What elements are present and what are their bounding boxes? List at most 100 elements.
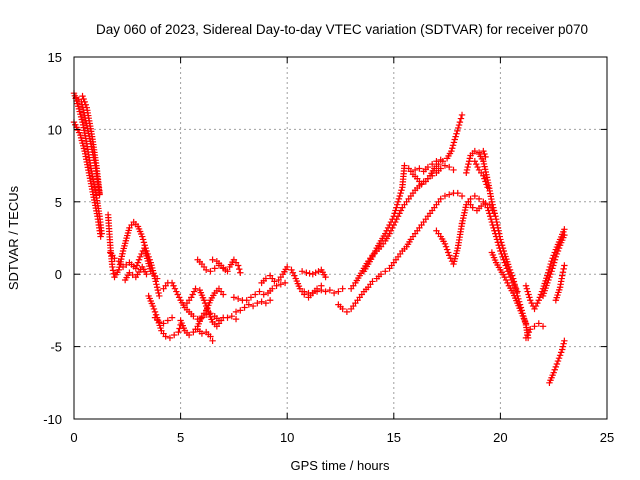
data-point-marker bbox=[289, 269, 297, 276]
data-point-marker bbox=[252, 291, 259, 298]
data-point-marker bbox=[536, 294, 544, 301]
data-point-marker bbox=[160, 320, 167, 327]
data-point-marker bbox=[81, 98, 88, 106]
data-point-marker bbox=[416, 165, 423, 172]
data-point-marker bbox=[446, 191, 453, 198]
data-point-marker bbox=[254, 299, 261, 307]
data-point-marker bbox=[236, 265, 243, 273]
data-point-marker bbox=[535, 320, 542, 327]
data-point-marker bbox=[560, 340, 567, 347]
data-point-marker bbox=[387, 218, 395, 226]
data-point-marker bbox=[162, 333, 169, 340]
data-point-marker bbox=[390, 213, 397, 220]
data-point-marker bbox=[224, 314, 231, 321]
data-point-marker bbox=[547, 271, 554, 278]
data-point-marker bbox=[552, 363, 560, 371]
data-point-marker bbox=[446, 163, 453, 171]
data-point-marker bbox=[411, 166, 419, 174]
data-point-marker bbox=[82, 101, 89, 108]
data-point-marker bbox=[553, 360, 561, 368]
data-point-marker bbox=[396, 192, 403, 200]
data-point-marker bbox=[550, 262, 557, 269]
y-tick-labels: -10 -5 0 5 10 15 bbox=[43, 50, 62, 427]
y-axis-label: SDTVAR / TECUs bbox=[6, 185, 21, 290]
data-point-marker bbox=[395, 195, 403, 203]
data-point-marker bbox=[168, 279, 176, 287]
data-point-marker bbox=[523, 285, 531, 292]
data-point-marker bbox=[554, 247, 562, 255]
data-point-marker bbox=[556, 352, 564, 359]
data-point-marker bbox=[232, 315, 240, 323]
data-point-marker bbox=[471, 192, 479, 200]
data-point-marker bbox=[154, 286, 162, 294]
data-point-marker bbox=[524, 331, 531, 339]
data-point-marker bbox=[458, 192, 466, 200]
data-point-marker bbox=[369, 253, 376, 261]
data-point-marker bbox=[258, 298, 265, 305]
data-point-marker bbox=[262, 299, 270, 307]
data-point-marker bbox=[457, 115, 465, 122]
data-point-marker bbox=[222, 266, 229, 274]
data-point-marker bbox=[394, 198, 402, 205]
data-point-marker bbox=[449, 145, 456, 152]
data-point-marker bbox=[150, 305, 158, 313]
data-point-marker bbox=[465, 160, 472, 168]
data-point-marker bbox=[482, 200, 489, 207]
data-point-marker bbox=[512, 285, 520, 292]
data-point-marker bbox=[473, 160, 480, 168]
data-point-marker bbox=[528, 299, 535, 307]
data-point-marker bbox=[204, 305, 211, 313]
data-point-marker bbox=[171, 331, 178, 339]
data-point-marker bbox=[469, 204, 476, 211]
data-point-marker bbox=[312, 269, 319, 276]
data-point-marker bbox=[524, 288, 531, 295]
data-point-marker bbox=[482, 153, 489, 161]
data-point-marker bbox=[393, 204, 400, 211]
data-point-marker bbox=[153, 284, 161, 291]
data-point-marker bbox=[111, 255, 118, 262]
data-point-marker bbox=[245, 301, 253, 308]
data-point-marker bbox=[273, 282, 280, 289]
data-point-marker bbox=[97, 233, 104, 240]
data-point-marker bbox=[502, 262, 509, 269]
data-point-marker bbox=[384, 224, 392, 232]
data-point-marker bbox=[135, 256, 143, 263]
data-point-marker bbox=[168, 314, 176, 321]
data-point-marker bbox=[486, 213, 494, 220]
data-point-marker bbox=[164, 317, 172, 324]
data-point-marker bbox=[109, 267, 117, 274]
data-point-marker bbox=[220, 291, 227, 298]
data-point-marker bbox=[397, 207, 405, 214]
data-point-marker bbox=[433, 158, 440, 165]
data-point-marker bbox=[109, 263, 116, 271]
data-point-marker bbox=[527, 326, 534, 333]
y-tick-label: 0 bbox=[55, 267, 62, 282]
data-point-marker bbox=[465, 158, 473, 165]
data-point-marker bbox=[525, 328, 533, 336]
data-point-marker bbox=[444, 249, 452, 256]
data-point-marker bbox=[450, 139, 458, 146]
data-point-marker bbox=[306, 270, 313, 277]
plot-frame bbox=[73, 56, 608, 420]
data-point-marker bbox=[202, 266, 210, 274]
data-point-marker bbox=[525, 291, 532, 298]
data-point-marker bbox=[151, 308, 159, 316]
data-point-marker bbox=[256, 288, 263, 295]
data-point-marker bbox=[481, 150, 488, 158]
data-point-marker bbox=[498, 250, 505, 258]
data-point-marker bbox=[232, 308, 240, 316]
data-point-marker bbox=[560, 265, 567, 273]
x-tick-label: 15 bbox=[387, 430, 401, 445]
data-point-marker bbox=[548, 268, 555, 275]
data-point-marker bbox=[508, 276, 515, 284]
x-tick-label: 10 bbox=[280, 430, 294, 445]
y-tick-label: -10 bbox=[43, 412, 62, 427]
data-point-marker bbox=[475, 195, 483, 203]
data-point-marker bbox=[301, 288, 308, 295]
data-markers bbox=[70, 90, 568, 386]
data-point-marker bbox=[382, 268, 389, 275]
y-tick-label: -5 bbox=[50, 340, 62, 355]
data-point-marker bbox=[474, 163, 481, 171]
data-point-marker bbox=[531, 305, 538, 313]
data-point-marker bbox=[553, 250, 561, 258]
